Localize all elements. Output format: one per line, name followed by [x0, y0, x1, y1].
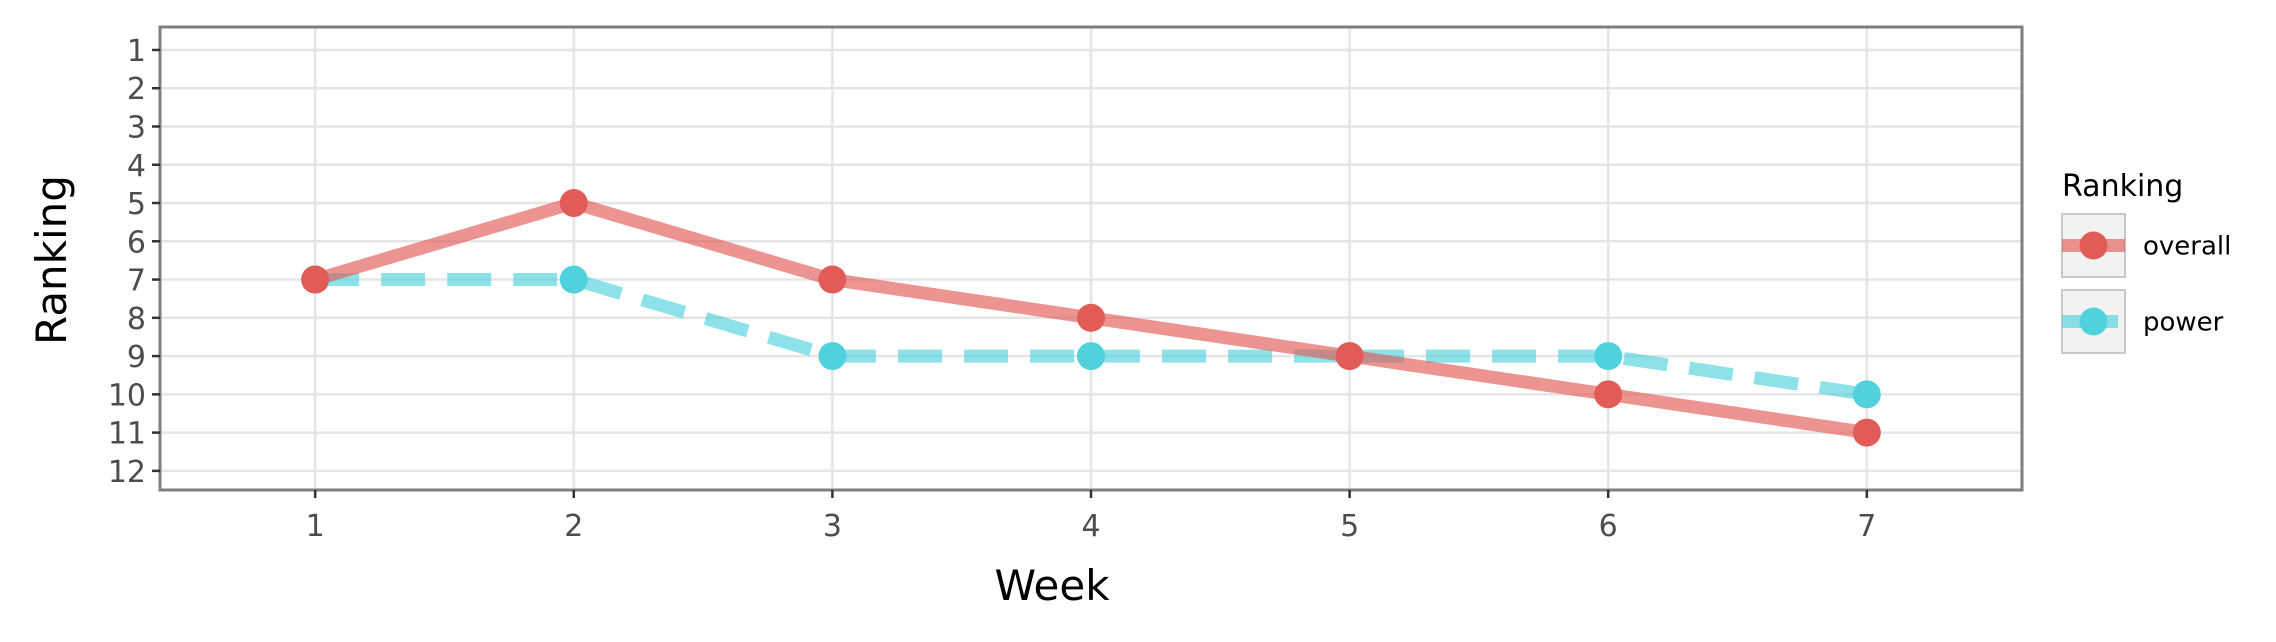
x-tick-label: 3	[823, 509, 842, 544]
y-tick-label: 1	[127, 34, 146, 69]
point-overall	[818, 265, 847, 294]
legend-label: power	[2143, 308, 2224, 338]
point-overall	[301, 265, 330, 294]
legend-key-marker	[2079, 307, 2108, 336]
axis-ticks	[152, 48, 1869, 498]
point-overall	[1335, 342, 1364, 371]
point-power	[1852, 380, 1881, 409]
point-power	[1077, 342, 1105, 371]
legend-item-power: power	[2061, 289, 2224, 354]
y-tick-label: 7	[127, 264, 146, 299]
legend-label: overall	[2143, 232, 2231, 262]
point-overall	[559, 189, 588, 218]
y-tick-label: 10	[108, 378, 146, 413]
y-tick-label: 12	[108, 455, 146, 490]
y-tick-label: 6	[127, 225, 146, 260]
legend-title: Ranking	[2062, 169, 2183, 204]
series-layer	[301, 189, 1881, 447]
y-axis-title: Ranking	[27, 175, 76, 345]
x-tick-label: 6	[1599, 509, 1618, 544]
x-tick-label: 2	[564, 509, 583, 544]
grid-lines	[160, 27, 2022, 490]
point-power	[559, 265, 588, 294]
x-tick-label: 7	[1857, 509, 1876, 544]
point-overall	[1852, 418, 1881, 447]
y-tick-label: 11	[108, 417, 146, 452]
legend: Ranking overall power	[2061, 169, 2231, 354]
point-power	[818, 342, 847, 371]
point-overall	[1594, 380, 1623, 409]
x-tick-label: 1	[306, 509, 325, 544]
y-tick-label: 4	[127, 149, 146, 184]
x-axis-title: Week	[994, 561, 1110, 610]
x-tick-label: 4	[1081, 509, 1100, 544]
x-tick-label: 5	[1340, 509, 1359, 544]
point-power	[1594, 342, 1623, 371]
y-tick-label: 2	[127, 72, 146, 107]
point-overall	[1077, 303, 1105, 332]
legend-items: overall power	[2061, 213, 2231, 354]
y-tick-label: 5	[127, 187, 146, 222]
y-tick-label: 3	[127, 110, 146, 145]
y-tick-label: 9	[127, 340, 146, 375]
legend-key-marker	[2079, 231, 2108, 260]
legend-item-overall: overall	[2061, 213, 2231, 278]
y-tick-label: 8	[127, 302, 146, 337]
